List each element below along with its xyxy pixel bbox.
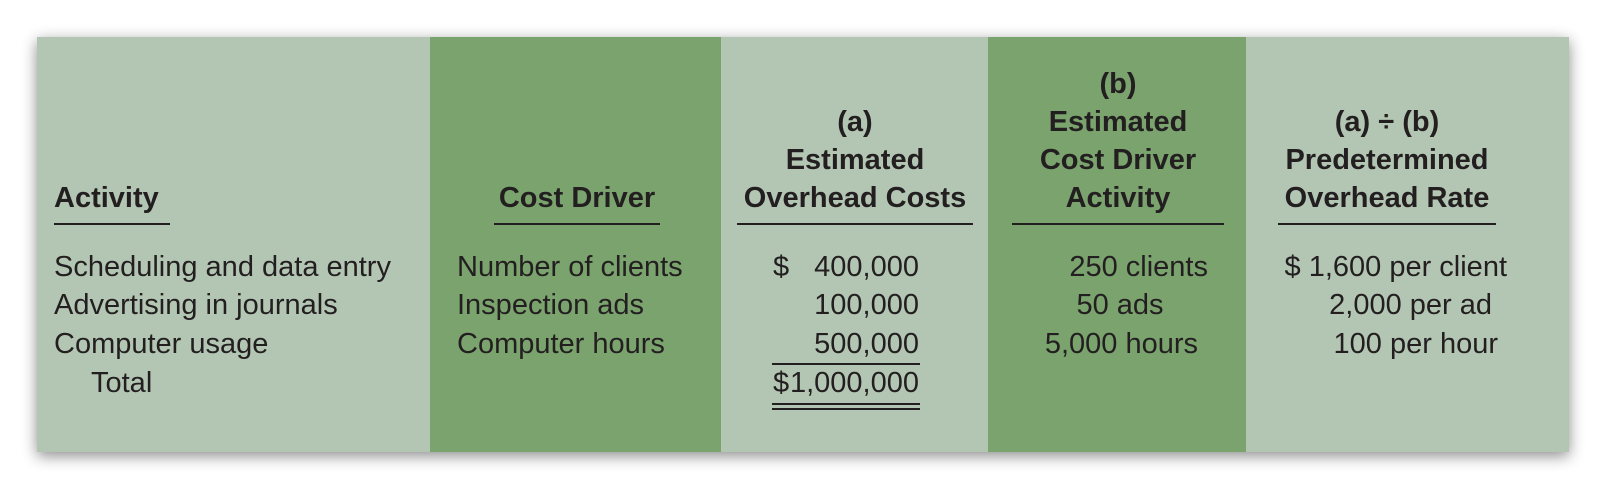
- subtotal-rule: [772, 363, 920, 365]
- quantity-cell: 50 ads: [1076, 289, 1164, 321]
- driver-activity-header-rule: [1012, 223, 1224, 225]
- activity-cell: Computer usage: [54, 328, 269, 360]
- cost-cell: 100,000: [814, 289, 919, 321]
- cost-table: Activity Cost Driver (a) Estimated Overh…: [37, 37, 1569, 452]
- driver-cell: Inspection ads: [457, 289, 645, 321]
- rate-cell: 100 per hour: [1333, 328, 1498, 360]
- rate-cell: $ 1,600 per client: [1284, 251, 1507, 283]
- driver-cell: Computer hours: [457, 328, 665, 360]
- cost-driver-header-rule: [494, 223, 660, 225]
- total-label: Total: [91, 367, 153, 399]
- activity-header-rule: [54, 223, 170, 225]
- currency-symbol: $: [773, 251, 790, 283]
- total-double-rule-top: [772, 403, 920, 405]
- cost-driver-header: Cost Driver: [498, 182, 656, 214]
- cost-driver-column-bg: [430, 37, 721, 452]
- overhead-costs-column-bg: [721, 37, 988, 452]
- total-double-rule-bottom: [772, 408, 920, 410]
- activity-column-bg: [37, 37, 430, 452]
- rate-cell: 2,000 per ad: [1329, 289, 1492, 321]
- driver-cell: Number of clients: [457, 251, 683, 283]
- total-amount: 1,000,000: [789, 367, 919, 399]
- quantity-cell: 250 clients: [1069, 251, 1208, 283]
- total-currency-symbol: $: [773, 367, 790, 399]
- overhead-costs-header-rule: [737, 223, 973, 225]
- quantity-cell: 5,000 hours: [1044, 328, 1198, 360]
- activity-header: Activity: [54, 182, 159, 214]
- cost-cell: 500,000: [814, 328, 919, 360]
- driver-activity-column-bg: [988, 37, 1246, 452]
- rate-column-bg: [1246, 37, 1569, 452]
- activity-cell: Scheduling and data entry: [54, 251, 391, 283]
- rate-header-rule: [1278, 223, 1496, 225]
- cost-cell: 400,000: [814, 251, 919, 283]
- activity-cell: Advertising in journals: [54, 289, 338, 321]
